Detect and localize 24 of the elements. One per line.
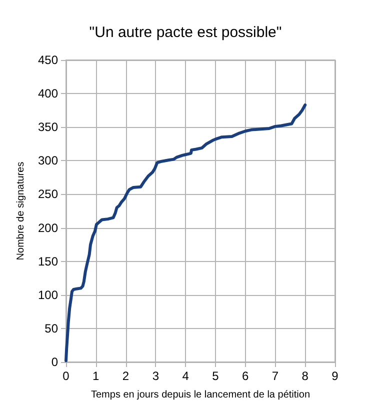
y-tick-label: 50 — [44, 321, 58, 336]
x-tick-label: 9 — [332, 369, 339, 383]
y-tick-label: 350 — [38, 120, 58, 134]
y-tick-label: 200 — [38, 220, 58, 235]
x-tick-label: 0 — [62, 369, 70, 383]
x-tick-label: 6 — [242, 369, 249, 383]
y-tick-label: 150 — [38, 254, 58, 268]
x-tick-label: 4 — [182, 369, 190, 383]
y-tick-label: 400 — [38, 86, 58, 101]
x-tick-label: 7 — [272, 369, 279, 383]
y-tick-label: 0 — [51, 355, 58, 369]
y-tick-label: 250 — [38, 187, 58, 202]
y-tick-label: 450 — [38, 53, 58, 67]
y-tick-label: 100 — [38, 288, 58, 302]
x-tick-label: 1 — [92, 369, 100, 383]
y-tick-label: 300 — [38, 154, 58, 168]
x-tick-label: 2 — [122, 369, 130, 383]
x-tick-label: 3 — [152, 369, 160, 383]
chart-title: "Un autre pacte est possible" — [89, 24, 282, 41]
x-tick-label: 8 — [302, 369, 309, 383]
x-axis-title: Temps en jours depuis le lancement de la pétition — [90, 390, 310, 400]
y-axis-title: Nombre de signatures — [16, 162, 26, 260]
x-tick-label: 5 — [212, 369, 220, 383]
line-series — [64, 103, 307, 362]
